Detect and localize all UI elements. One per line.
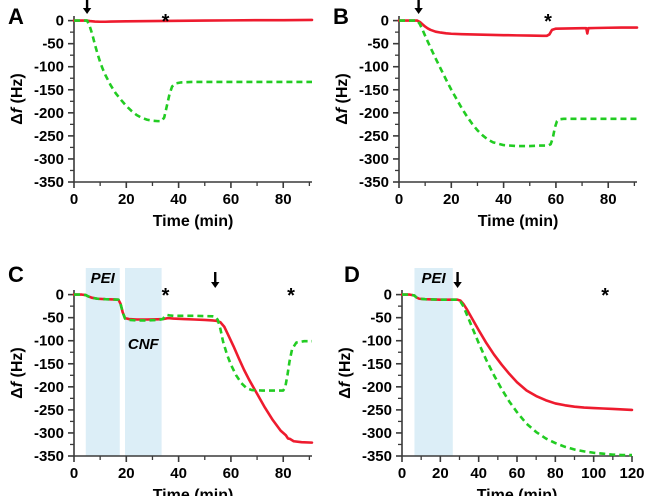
y-tick-label: -100 <box>34 333 64 350</box>
x-tick-label: 20 <box>443 191 460 208</box>
y-tick-label: -200 <box>34 105 64 122</box>
panel-letter-d: D <box>344 262 360 287</box>
trace-green-trace <box>399 19 637 148</box>
arrow-marker <box>211 272 220 288</box>
arrow-marker <box>414 0 423 14</box>
x-tick-label: 40 <box>170 191 187 208</box>
chart-panel-c: PEI CNF 0 -50 -100 -150 -200 -250 -300 -350 0 20 40 6… <box>0 248 330 496</box>
asterisk-marker: * <box>601 285 609 307</box>
trace-green-trace <box>74 19 312 123</box>
y-tick-label: 0 <box>56 287 64 304</box>
asterisk-marker: * <box>162 11 170 33</box>
x-tick-label: 20 <box>118 191 135 208</box>
trace-red-trace <box>72 293 314 444</box>
x-tick-label: 80 <box>275 465 292 482</box>
y-axis-title: Δf (Hz) <box>337 347 354 398</box>
y-tick-label: -300 <box>34 425 64 442</box>
x-tick-label: 60 <box>223 465 240 482</box>
chart-panel-a: 0 -50 -100 -150 -200 -250 -300 -350 0 20 40 60 80 Tim… <box>0 0 325 240</box>
y-tick-label: -100 <box>34 59 64 76</box>
y-axis-title: Δf (Hz) <box>9 347 26 398</box>
y-tick-label: 0 <box>384 287 392 304</box>
y-tick-label: -350 <box>34 448 64 465</box>
y-tick-label: -350 <box>34 174 64 191</box>
y-tick-label: -200 <box>34 379 64 396</box>
x-axis-title: Time (min) <box>153 213 234 230</box>
x-tick-label: 40 <box>495 191 512 208</box>
y-tick-label: -150 <box>362 356 392 373</box>
y-tick-label: -350 <box>362 448 392 465</box>
x-tick-label: 40 <box>170 465 187 482</box>
y-tick-label: -150 <box>34 356 64 373</box>
region-label-cnf: CNF <box>128 336 160 353</box>
axis-lines <box>73 16 312 183</box>
x-tick-label: 0 <box>395 191 403 208</box>
x-tick-label: 0 <box>70 191 78 208</box>
y-tick-label: -250 <box>359 128 389 145</box>
svg-text:Δf (Hz): Δf (Hz) <box>9 347 26 398</box>
y-tick-label: -50 <box>367 36 389 53</box>
x-tick-label: 120 <box>619 465 644 482</box>
y-tick-label: -200 <box>359 105 389 122</box>
panel-letter-a: A <box>8 4 24 29</box>
shaded-region-pei <box>414 268 453 456</box>
axis-lines <box>398 16 637 183</box>
x-tick-label: 60 <box>509 465 526 482</box>
svg-text:Δf (Hz): Δf (Hz) <box>9 73 26 124</box>
trace-red-trace <box>400 293 634 412</box>
chart-panel-d: PEI 0 -50 -100 -150 -200 -250 -300 -350 0 20 40 60 80… <box>330 248 649 496</box>
y-tick-label: -150 <box>34 82 64 99</box>
y-tick-label: -100 <box>359 59 389 76</box>
x-axis-title: Time (min) <box>478 213 559 230</box>
y-tick-label: -100 <box>362 333 392 350</box>
panel-letter-b: B <box>333 4 349 29</box>
y-tick-label: 0 <box>381 13 389 30</box>
asterisk-marker: * <box>162 285 170 307</box>
x-axis-title: Time (min) <box>477 487 558 496</box>
x-tick-label: 0 <box>398 465 406 482</box>
x-tick-label: 20 <box>118 465 135 482</box>
svg-text:Δf (Hz): Δf (Hz) <box>337 347 354 398</box>
x-tick-label: 60 <box>548 191 565 208</box>
y-tick-label: -250 <box>34 402 64 419</box>
y-tick-label: -50 <box>370 310 392 327</box>
x-tick-label: 60 <box>223 191 240 208</box>
trace-red-trace <box>72 18 314 24</box>
x-tick-label: 20 <box>432 465 449 482</box>
x-axis-title: Time (min) <box>153 487 234 496</box>
y-tick-label: -250 <box>362 402 392 419</box>
x-tick-label: 40 <box>470 465 487 482</box>
y-tick-label: -150 <box>359 82 389 99</box>
arrow-marker <box>453 272 462 288</box>
asterisk-marker: * <box>287 285 295 307</box>
x-tick-label: 80 <box>600 191 617 208</box>
y-axis-title: Δf (Hz) <box>334 73 351 124</box>
panel-letter-c: C <box>8 262 24 287</box>
y-tick-label: -300 <box>359 151 389 168</box>
y-tick-label: -50 <box>42 36 64 53</box>
y-tick-label: -300 <box>362 425 392 442</box>
asterisk-marker: * <box>544 11 552 33</box>
y-tick-label: -350 <box>359 174 389 191</box>
x-tick-label: 80 <box>547 465 564 482</box>
arrow-marker <box>82 0 92 14</box>
x-tick-label: 0 <box>70 465 78 482</box>
y-tick-label: -250 <box>34 128 64 145</box>
trace-green-trace <box>402 293 632 457</box>
x-tick-label: 100 <box>581 465 606 482</box>
region-label-pei: PEI <box>422 270 447 287</box>
chart-panel-b: 0 -50 -100 -150 -200 -250 -300 -350 0 20 40 60 80 Tim… <box>325 0 649 240</box>
y-tick-label: -50 <box>42 310 64 327</box>
y-tick-label: 0 <box>56 13 64 30</box>
trace-green-trace <box>74 293 312 392</box>
y-axis-title: Δf (Hz) <box>9 73 26 124</box>
trace-red-trace <box>397 19 639 38</box>
y-tick-label: -300 <box>34 151 64 168</box>
svg-text:Δf (Hz): Δf (Hz) <box>334 73 351 124</box>
x-tick-label: 80 <box>275 191 292 208</box>
region-label-pei: PEI <box>91 270 116 287</box>
y-tick-label: -200 <box>362 379 392 396</box>
shaded-region-cnf <box>125 268 162 456</box>
